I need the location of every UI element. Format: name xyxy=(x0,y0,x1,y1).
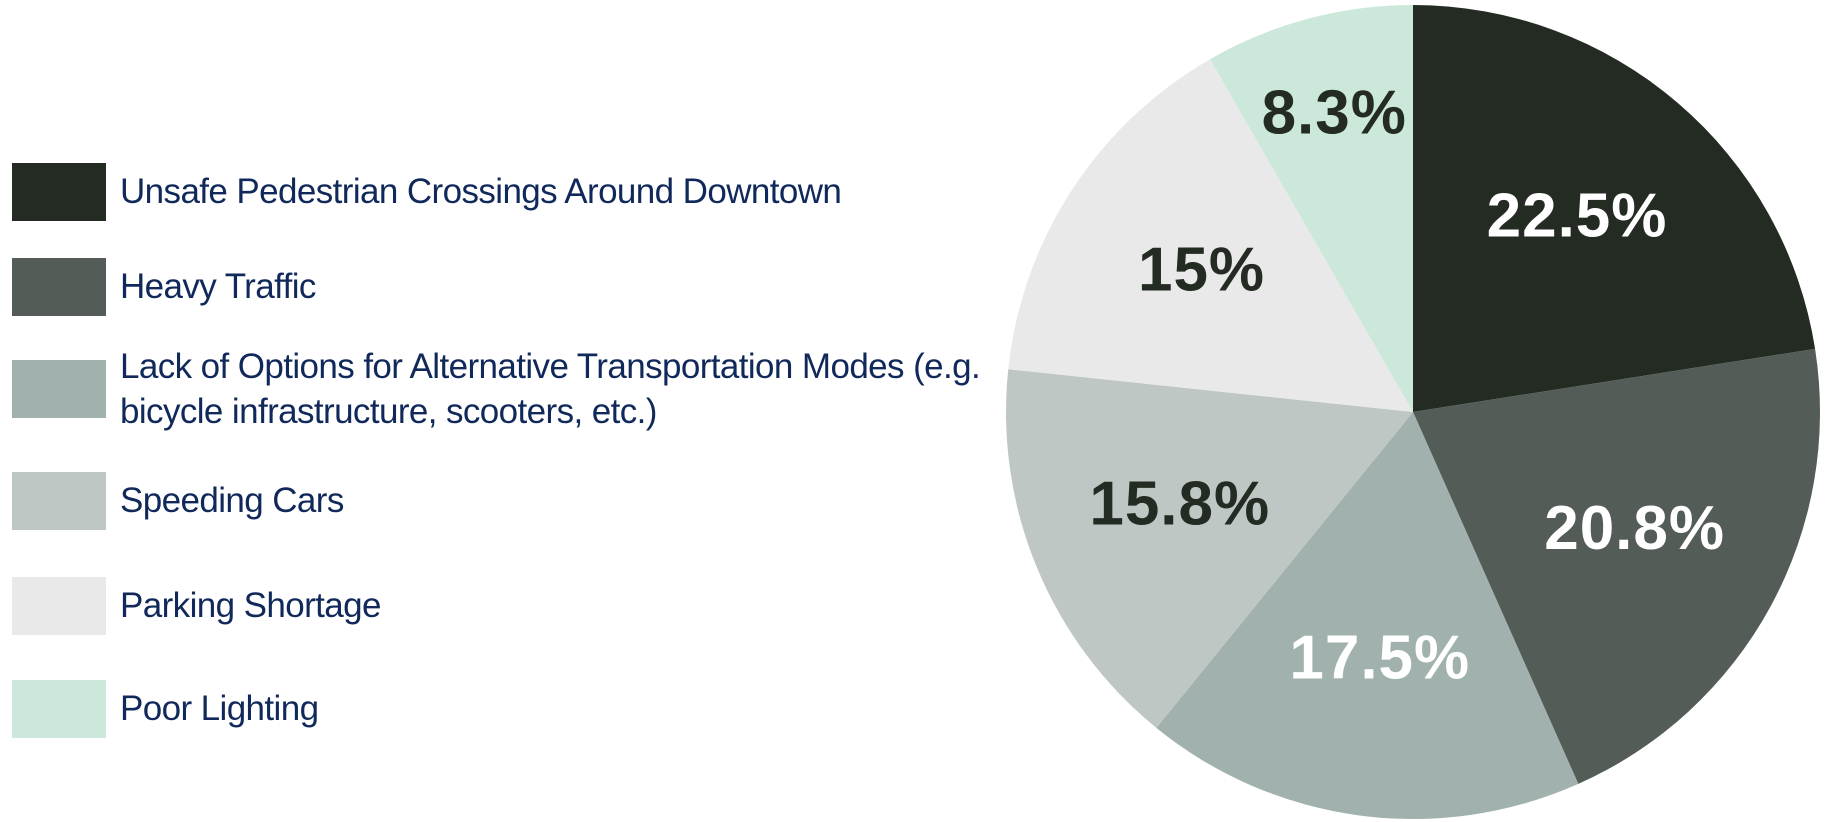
pie-slice xyxy=(1413,5,1816,412)
data-label: 20.8% xyxy=(1544,494,1725,563)
legend-swatch xyxy=(12,577,106,635)
legend-label: Parking Shortage xyxy=(120,586,381,626)
legend-label: Lack of Options for Alternative Transpor… xyxy=(120,346,981,432)
legend-label: Heavy Traffic xyxy=(120,267,316,307)
data-label: 17.5% xyxy=(1289,624,1470,693)
legend-item: Heavy Traffic xyxy=(12,258,316,316)
legend-swatch xyxy=(12,472,106,530)
pie-slice xyxy=(1008,59,1413,412)
legend-swatch xyxy=(12,360,106,418)
pie-slice xyxy=(1156,412,1579,819)
legend-item: Poor Lighting xyxy=(12,680,319,738)
legend-item: Parking Shortage xyxy=(12,577,381,635)
legend-label: Unsafe Pedestrian Crossings Around Downt… xyxy=(120,172,842,212)
legend-swatch xyxy=(12,163,106,221)
legend-item: Speeding Cars xyxy=(12,472,344,530)
data-label: 22.5% xyxy=(1487,182,1668,251)
legend-item: Unsafe Pedestrian Crossings Around Downt… xyxy=(12,163,842,221)
legend-label: Poor Lighting xyxy=(120,689,319,729)
data-label: 15.8% xyxy=(1089,470,1270,539)
pie-slice xyxy=(1210,5,1413,412)
legend-swatch xyxy=(12,258,106,316)
pie-slice xyxy=(1006,369,1413,728)
pie-slice xyxy=(1413,348,1820,784)
data-label: 15% xyxy=(1138,236,1265,305)
legend-item: Lack of Options for Alternative Transpor… xyxy=(12,347,1000,431)
legend-label: Speeding Cars xyxy=(120,481,344,521)
data-label: 8.3% xyxy=(1262,78,1407,147)
legend-swatch xyxy=(12,680,106,738)
